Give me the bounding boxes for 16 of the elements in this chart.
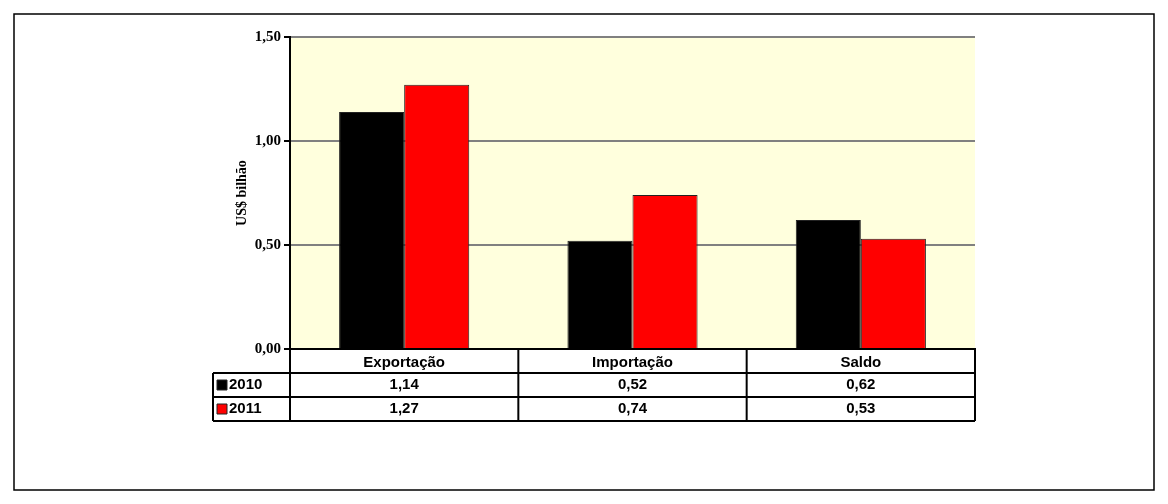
y-tick-label: 0,00: [254, 339, 281, 356]
data-label: 0,62: [846, 375, 876, 393]
x-tick-label: Exportação: [363, 353, 446, 371]
x-tick-label: Importação: [592, 353, 673, 371]
x-tick-label: Saldo: [840, 353, 882, 371]
data-label: 1,27: [389, 399, 419, 417]
data-label: 1,14: [389, 375, 420, 393]
data-label: 0,52: [617, 375, 648, 393]
legend-label: 2010: [229, 375, 263, 393]
y-tick-label: 1,00: [254, 131, 281, 148]
data-label: 0,53: [846, 399, 876, 417]
data-label: 0,74: [617, 399, 648, 417]
y-tick-label: 0,50: [254, 235, 281, 252]
y-tick-label: 1,50: [254, 27, 281, 44]
y-axis-title: US$ bilhão: [234, 160, 250, 226]
legend-label: 2011: [229, 399, 262, 417]
